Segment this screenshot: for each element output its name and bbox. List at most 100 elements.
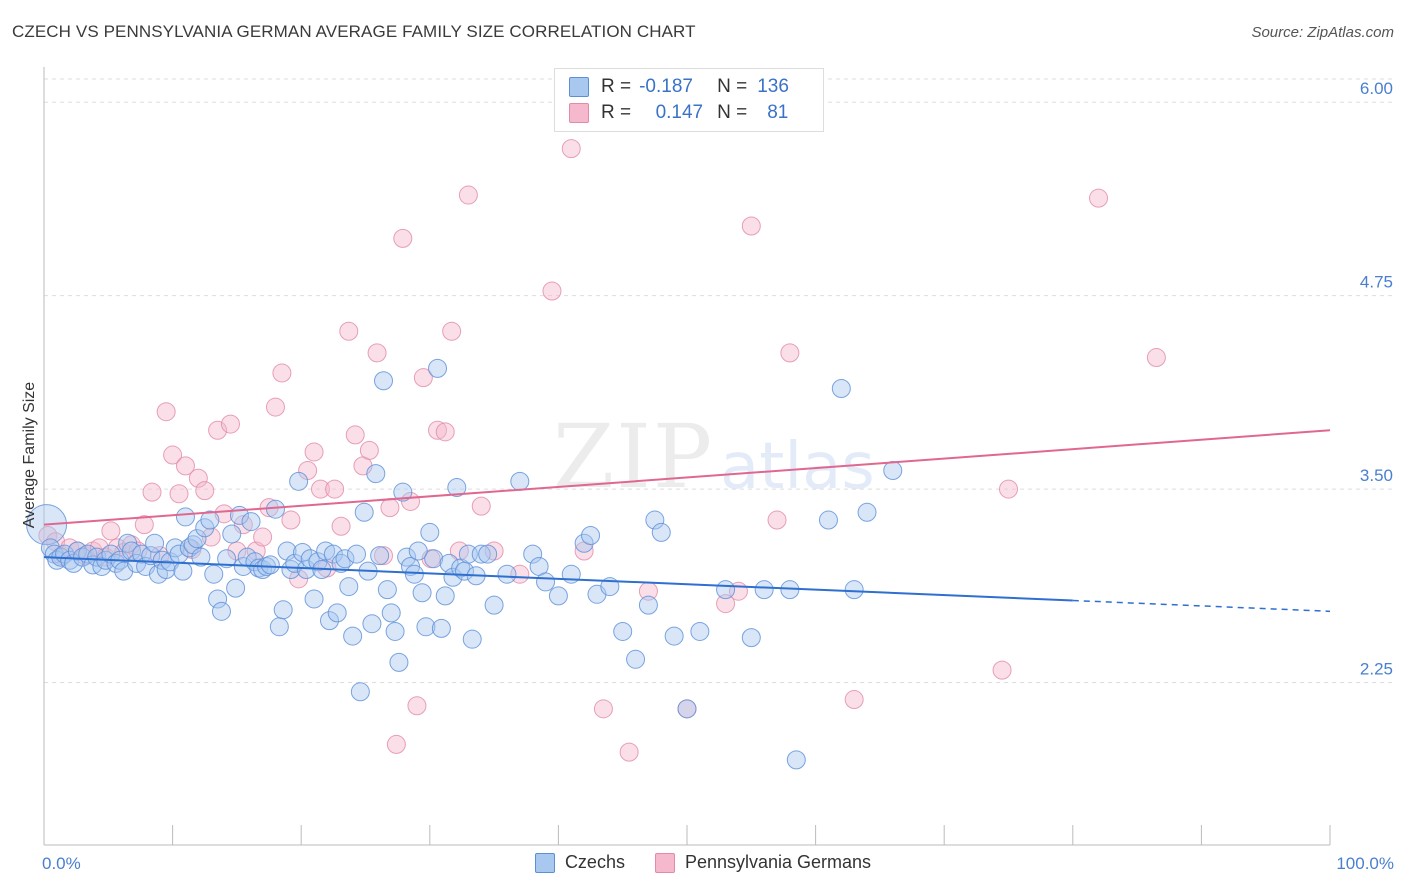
- czech-point: [73, 547, 93, 567]
- czech-point: [319, 611, 339, 631]
- czech-point: [374, 371, 394, 391]
- czech-point: [346, 544, 366, 564]
- legend-top: R = -0.187 N = 136 R = 0.147 N = 81: [554, 68, 824, 132]
- czech-point: [404, 564, 424, 584]
- czech-point: [377, 580, 397, 600]
- czech-point: [428, 358, 448, 378]
- czech-point: [67, 541, 87, 561]
- czech-point: [173, 561, 193, 581]
- czech-point: [645, 510, 665, 530]
- czech-point: [431, 618, 451, 638]
- legend-item-penn: Pennsylvania Germans: [654, 852, 872, 873]
- penn-point: [304, 442, 324, 462]
- penn-point: [442, 321, 462, 341]
- points-layer: [26, 139, 1166, 770]
- penn-point: [142, 482, 162, 502]
- czech-point: [335, 549, 355, 569]
- czech-point: [677, 699, 697, 719]
- czech-point: [435, 586, 455, 606]
- penn-point: [741, 216, 761, 236]
- penn-point: [220, 414, 240, 434]
- y-axis-title: Average Family Size: [21, 382, 38, 529]
- penn-trend-line: [43, 429, 1331, 526]
- penn-point: [767, 510, 787, 530]
- penn-point: [435, 422, 455, 442]
- penn-point: [593, 699, 613, 719]
- czech-point: [204, 564, 224, 584]
- penn-point: [716, 594, 736, 614]
- czech-point: [289, 471, 309, 491]
- czech-point: [510, 471, 530, 491]
- czech-point: [175, 507, 195, 527]
- legend-r-value: 0.147: [655, 102, 704, 123]
- penn-point: [265, 397, 285, 417]
- czech-point: [370, 546, 390, 566]
- czech-point: [145, 533, 165, 553]
- czech-point: [626, 649, 646, 669]
- czech-point: [536, 572, 556, 592]
- penn-point: [1089, 188, 1109, 208]
- penn-point: [169, 484, 189, 504]
- penn-point: [380, 498, 400, 518]
- czech-point: [265, 499, 285, 519]
- legend-label-czechs: Czechs: [564, 852, 625, 872]
- legend-n-value: 81: [767, 102, 789, 123]
- penn-point: [561, 139, 581, 159]
- x-tick-label-left: 0.0%: [42, 854, 81, 873]
- penn-point: [780, 343, 800, 363]
- y-tick-label: 4.75: [1360, 273, 1393, 292]
- chart-title: CZECH VS PENNSYLVANIA GERMAN AVERAGE FAM…: [12, 22, 696, 41]
- penn-point: [195, 481, 215, 501]
- czech-point: [260, 555, 280, 575]
- czech-point: [191, 547, 211, 567]
- penn-point: [359, 440, 379, 460]
- czech-point: [638, 595, 658, 615]
- penn-point: [345, 425, 365, 445]
- legend-swatch-penn: [569, 103, 589, 123]
- penn-point: [458, 185, 478, 205]
- legend-bottom: Czechs Pennsylvania Germans: [0, 852, 1406, 873]
- penn-point: [331, 516, 351, 536]
- czech-point: [343, 626, 363, 646]
- czech-point: [226, 578, 246, 598]
- czech-point: [339, 577, 359, 597]
- czech-point: [716, 580, 736, 600]
- x-tick-label-right: 100.0%: [1336, 854, 1394, 873]
- czech-point: [818, 510, 838, 530]
- czech-point: [316, 541, 336, 561]
- czech-point: [497, 564, 517, 584]
- legend-swatch-czechs: [534, 852, 555, 873]
- legend-item-czechs: Czechs: [534, 852, 625, 873]
- penn-point: [1146, 348, 1166, 368]
- czech-point: [412, 583, 432, 603]
- legend-n-value: 136: [757, 76, 789, 97]
- czech-point: [385, 621, 405, 641]
- czech-point: [152, 550, 172, 570]
- czech-point: [664, 626, 684, 646]
- czech-point: [484, 595, 504, 615]
- czech-point: [447, 478, 467, 498]
- y-tick-label: 2.25: [1360, 660, 1393, 679]
- czech-point: [304, 589, 324, 609]
- czech-point: [754, 580, 774, 600]
- czech-point: [141, 546, 161, 566]
- czech-point: [574, 533, 594, 553]
- penn-point: [310, 479, 330, 499]
- legend-n-label: N =: [717, 102, 748, 123]
- penn-point: [325, 479, 345, 499]
- czech-point: [523, 544, 543, 564]
- penn-point: [393, 228, 413, 248]
- penn-point: [188, 468, 208, 488]
- legend-swatch-penn: [654, 852, 675, 873]
- trend-layer: [43, 429, 1331, 613]
- czech-point: [362, 614, 382, 634]
- czech-point: [424, 549, 444, 569]
- watermark-atlas: atlas: [720, 430, 875, 504]
- czech-point: [883, 461, 903, 481]
- czech-point: [471, 544, 491, 564]
- czech-point: [217, 549, 237, 569]
- legend-label-penn: Pennsylvania Germans: [684, 852, 872, 872]
- czech-point: [741, 628, 761, 648]
- penn-point: [428, 420, 448, 440]
- czech-point: [241, 512, 261, 532]
